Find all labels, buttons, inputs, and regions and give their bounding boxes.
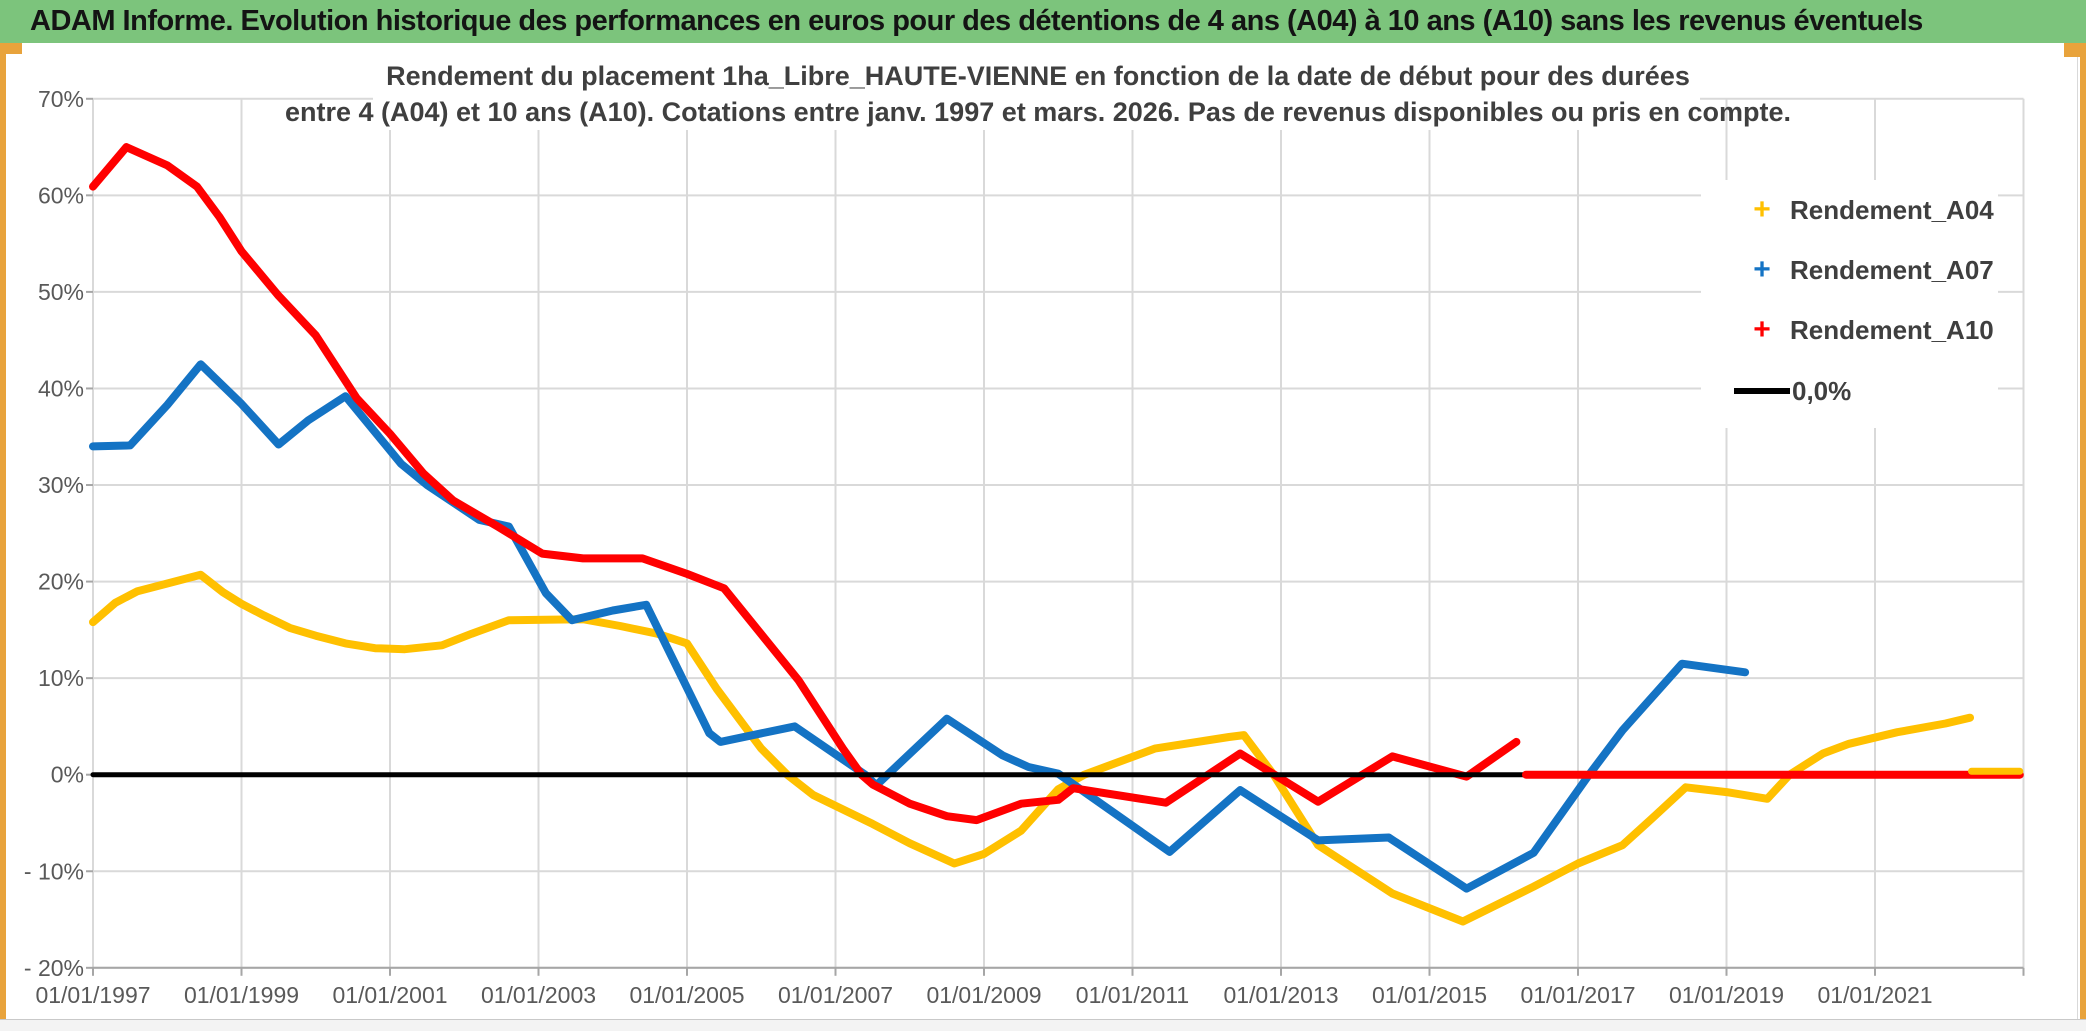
title-bar: ADAM Informe. Evolution historique des p… (0, 0, 2086, 43)
legend-item-rendement-a04[interactable]: + Rendement_A04 (1753, 193, 1994, 226)
bottom-status-strip (0, 1019, 2086, 1031)
chart-title-backdrop (373, 50, 1700, 130)
legend-item-rendement-a10[interactable]: + Rendement_A10 (1753, 313, 1994, 346)
y-axis-label-- 20%: - 20% (24, 955, 84, 981)
y-axis-label-0%: 0% (51, 762, 84, 788)
y-axis-label-- 10%: - 10% (24, 858, 84, 884)
plus-marker-icon: + (1753, 253, 1771, 286)
legend-item-0-0-[interactable]: 0,0% (1734, 376, 1851, 406)
x-axis-label-2011: 01/01/2011 (1076, 982, 1189, 1008)
x-axis-label-2013: 01/01/2013 (1223, 982, 1338, 1008)
x-axis-label-2007: 01/01/2007 (778, 982, 893, 1008)
x-axis-label-1999: 01/01/1999 (184, 982, 299, 1008)
y-axis-label-20%: 20% (38, 569, 84, 595)
series-rendement-a07[interactable] (89, 360, 1750, 893)
y-axis-label-50%: 50% (38, 279, 84, 305)
legend-label: Rendement_A07 (1790, 255, 1994, 285)
sheet-edge-right (2080, 43, 2086, 1031)
y-axis-label-40%: 40% (38, 375, 84, 401)
series-rendement-a10[interactable] (89, 143, 1521, 825)
x-axis-label-2001: 01/01/2001 (332, 982, 447, 1008)
x-axis-label-2009: 01/01/2009 (926, 982, 1041, 1008)
legend-backdrop (1701, 180, 1998, 428)
plus-marker-icon: + (1753, 313, 1771, 346)
sheet-edge-left (0, 43, 6, 1031)
x-axis-label-2003: 01/01/2003 (481, 982, 596, 1008)
chart-title-line1: Rendement du placement 1ha_Libre_HAUTE-V… (386, 61, 1690, 91)
page-title: ADAM Informe. Evolution historique des p… (30, 5, 1923, 37)
legend-label: Rendement_A04 (1790, 195, 1994, 225)
y-axis-label-10%: 10% (38, 665, 84, 691)
y-axis-label-60%: 60% (38, 182, 84, 208)
x-axis-label-2019: 01/01/2019 (1669, 982, 1784, 1008)
plus-marker-icon: + (1753, 193, 1771, 226)
chart-title-line2: entre 4 (A04) et 10 ans (A10). Cotations… (285, 97, 1791, 127)
legend-item-rendement-a07[interactable]: + Rendement_A07 (1753, 253, 1994, 286)
legend-label: Rendement_A10 (1790, 315, 1994, 345)
y-axis-label-70%: 70% (38, 86, 84, 112)
series-rendement-a04[interactable] (89, 570, 1974, 926)
sheet-corner-right (2064, 43, 2086, 57)
x-axis-label-2021: 01/01/2021 (1817, 982, 1932, 1008)
y-axis-label-30%: 30% (38, 472, 84, 498)
x-axis-label-2005: 01/01/2005 (629, 982, 744, 1008)
sheet-corner-left (0, 43, 22, 54)
x-axis-label-1997: 01/01/1997 (35, 982, 150, 1008)
legend-label: 0,0% (1792, 376, 1851, 406)
x-axis-label-2017: 01/01/2017 (1520, 982, 1635, 1008)
x-axis-label-2015: 01/01/2015 (1372, 982, 1487, 1008)
